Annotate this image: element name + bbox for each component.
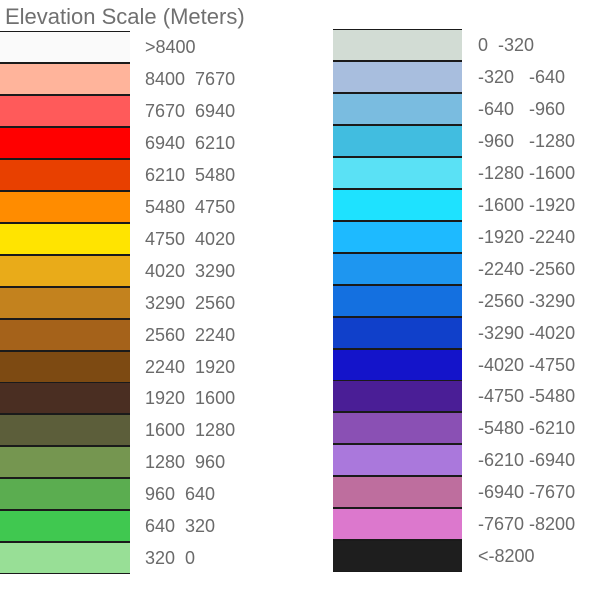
right-label-16: <-8200 bbox=[478, 546, 535, 566]
right-swatch-10 bbox=[333, 349, 462, 381]
right-swatch-9 bbox=[333, 317, 462, 349]
left-label-11: 1920 1600 bbox=[145, 388, 236, 408]
left-swatch-14 bbox=[0, 478, 130, 510]
left-swatch-1 bbox=[0, 63, 130, 95]
left-swatch-5 bbox=[0, 191, 130, 223]
left-label-13: 1280 960 bbox=[145, 452, 226, 472]
left-label-9: 2560 2240 bbox=[145, 325, 236, 345]
left-label-12: 1600 1280 bbox=[145, 420, 236, 440]
right-label-14: -6940 -7670 bbox=[478, 482, 576, 502]
right-swatch-5 bbox=[333, 189, 462, 221]
left-label-2: 7670 6940 bbox=[145, 101, 236, 121]
left-swatch-3 bbox=[0, 127, 130, 159]
right-label-12: -5480 -6210 bbox=[478, 418, 576, 438]
right-label-11: -4750 -5480 bbox=[478, 386, 576, 406]
left-label-4: 6210 5480 bbox=[145, 165, 236, 185]
left-label-3: 6940 6210 bbox=[145, 133, 236, 153]
left-label-1: 8400 7670 bbox=[145, 69, 236, 89]
right-label-9: -3290 -4020 bbox=[478, 323, 576, 343]
right-swatch-7 bbox=[333, 253, 462, 285]
right-swatch-12 bbox=[333, 412, 462, 444]
left-label-16: 320 0 bbox=[145, 548, 196, 568]
left-swatch-4 bbox=[0, 159, 130, 191]
right-swatch-16 bbox=[333, 540, 462, 572]
right-swatch-8 bbox=[333, 285, 462, 317]
left-swatch-16 bbox=[0, 542, 130, 574]
right-label-13: -6210 -6940 bbox=[478, 450, 576, 470]
right-swatch-2 bbox=[333, 93, 462, 125]
right-swatch-11 bbox=[333, 380, 462, 412]
left-label-0: >8400 bbox=[145, 37, 196, 57]
right-label-4: -1280 -1600 bbox=[478, 163, 576, 183]
right-label-1: -320 -640 bbox=[478, 67, 566, 87]
left-label-8: 3290 2560 bbox=[145, 293, 236, 313]
right-swatch-6 bbox=[333, 221, 462, 253]
left-swatch-7 bbox=[0, 255, 130, 287]
right-swatch-15 bbox=[333, 508, 462, 540]
right-swatch-4 bbox=[333, 157, 462, 189]
left-label-7: 4020 3290 bbox=[145, 261, 236, 281]
left-label-10: 2240 1920 bbox=[145, 357, 236, 377]
right-label-5: -1600 -1920 bbox=[478, 195, 576, 215]
right-swatch-1 bbox=[333, 61, 462, 93]
left-swatch-6 bbox=[0, 223, 130, 255]
right-label-10: -4020 -4750 bbox=[478, 355, 576, 375]
left-swatch-13 bbox=[0, 446, 130, 478]
left-swatch-11 bbox=[0, 382, 130, 414]
right-label-3: -960 -1280 bbox=[478, 131, 576, 151]
right-label-15: -7670 -8200 bbox=[478, 514, 576, 534]
right-label-0: 0 -320 bbox=[478, 35, 535, 55]
left-label-14: 960 640 bbox=[145, 484, 216, 504]
left-swatch-15 bbox=[0, 510, 130, 542]
right-label-7: -2240 -2560 bbox=[478, 259, 576, 279]
left-label-15: 640 320 bbox=[145, 516, 216, 536]
left-swatch-8 bbox=[0, 287, 130, 319]
left-label-6: 4750 4020 bbox=[145, 229, 236, 249]
right-label-8: -2560 -3290 bbox=[478, 291, 576, 311]
right-swatch-0 bbox=[333, 29, 462, 61]
left-swatch-0 bbox=[0, 31, 130, 63]
right-swatch-14 bbox=[333, 476, 462, 508]
right-label-2: -640 -960 bbox=[478, 99, 566, 119]
right-swatch-3 bbox=[333, 125, 462, 157]
left-swatch-10 bbox=[0, 351, 130, 383]
left-label-5: 5480 4750 bbox=[145, 197, 236, 217]
left-swatch-12 bbox=[0, 414, 130, 446]
right-label-6: -1920 -2240 bbox=[478, 227, 576, 247]
left-swatch-2 bbox=[0, 95, 130, 127]
right-swatch-13 bbox=[333, 444, 462, 476]
chart-title: Elevation Scale (Meters) bbox=[5, 4, 245, 29]
left-swatch-9 bbox=[0, 319, 130, 351]
